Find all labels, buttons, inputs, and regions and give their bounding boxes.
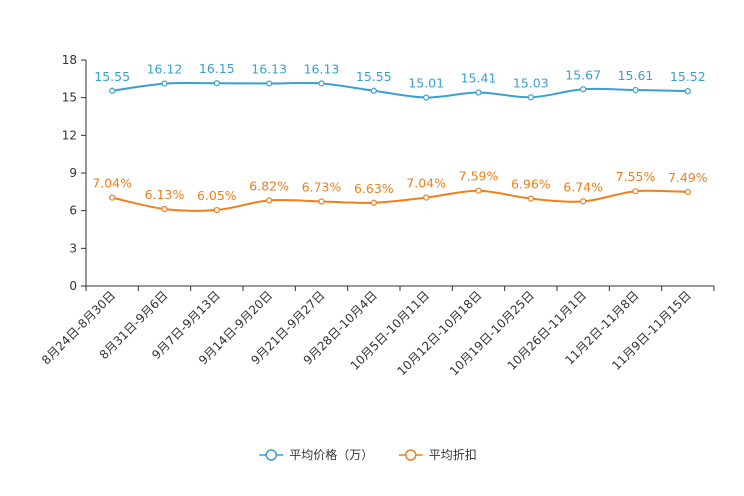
y-tick-label: 9	[69, 166, 77, 180]
data-point	[527, 195, 534, 202]
data-point	[161, 205, 168, 213]
legend-item-1[interactable]: 平均价格（万）	[259, 447, 373, 462]
data-label: 16.12	[147, 62, 183, 77]
legend-label: 平均折扣	[429, 447, 477, 462]
data-label: 15.41	[461, 71, 497, 86]
data-label: 6.13%	[145, 187, 185, 202]
y-tick-label: 0	[69, 279, 77, 293]
data-point	[423, 194, 430, 201]
data-label: 6.05%	[197, 188, 237, 203]
data-point	[527, 94, 534, 101]
data-label: 6.96%	[511, 177, 551, 192]
data-label: 7.04%	[406, 176, 446, 191]
data-point	[684, 88, 691, 95]
data-point	[580, 198, 587, 205]
chart-axes: 03691215188月24日-8月30日8月31日-9月6日9月7日-9月13…	[39, 53, 715, 378]
data-point	[580, 86, 587, 93]
data-label: 6.74%	[563, 179, 603, 194]
data-label: 15.03	[513, 75, 549, 90]
data-point	[423, 94, 430, 101]
data-label: 15.55	[94, 69, 130, 84]
data-label: 6.63%	[354, 181, 394, 196]
data-label: 15.67	[565, 67, 601, 82]
data-point	[109, 194, 116, 201]
data-point	[475, 187, 482, 194]
data-label: 15.52	[670, 69, 706, 84]
y-tick-label: 18	[62, 53, 77, 67]
data-label: 16.15	[199, 61, 235, 76]
data-point	[213, 80, 220, 87]
data-point	[266, 80, 273, 87]
data-label: 16.13	[251, 61, 287, 76]
y-tick-label: 15	[62, 91, 77, 105]
legend-marker-icon	[265, 449, 277, 461]
data-point	[370, 199, 377, 206]
data-label: 7.59%	[459, 169, 499, 184]
y-tick-label: 3	[69, 241, 77, 255]
data-label: 7.04%	[92, 176, 132, 191]
series-line-1	[112, 81, 688, 99]
data-label: 15.61	[618, 68, 654, 83]
legend[interactable]: 平均价格（万） 平均折扣	[259, 447, 477, 462]
data-point	[475, 89, 482, 96]
data-label: 7.49%	[668, 170, 708, 185]
data-label: 16.13	[304, 61, 340, 76]
series-line-2	[111, 189, 688, 212]
legend-label: 平均价格（万）	[289, 447, 373, 462]
data-point	[632, 86, 639, 94]
y-tick-label: 6	[69, 204, 77, 218]
y-tick-label: 12	[62, 128, 77, 142]
series-points	[109, 80, 691, 214]
legend-item-2[interactable]: 平均折扣	[398, 447, 477, 462]
data-point	[318, 80, 325, 87]
data-point	[213, 206, 220, 214]
legend-marker-icon	[405, 449, 417, 461]
data-point	[370, 87, 377, 94]
data-point	[266, 197, 273, 204]
data-point	[684, 188, 691, 196]
data-label: 15.01	[408, 76, 444, 91]
data-point	[632, 188, 639, 195]
data-label: 6.82%	[249, 178, 289, 193]
data-label: 6.73%	[302, 180, 342, 195]
series-lines	[111, 81, 688, 212]
data-label: 7.55%	[616, 169, 656, 184]
data-point	[109, 87, 116, 94]
data-labels: 15.55 16.12 16.15 16.13 16.13 15.55 15.01 15.41…	[92, 61, 707, 203]
data-point	[318, 198, 325, 205]
data-label: 15.55	[356, 69, 392, 84]
data-point	[161, 80, 168, 87]
